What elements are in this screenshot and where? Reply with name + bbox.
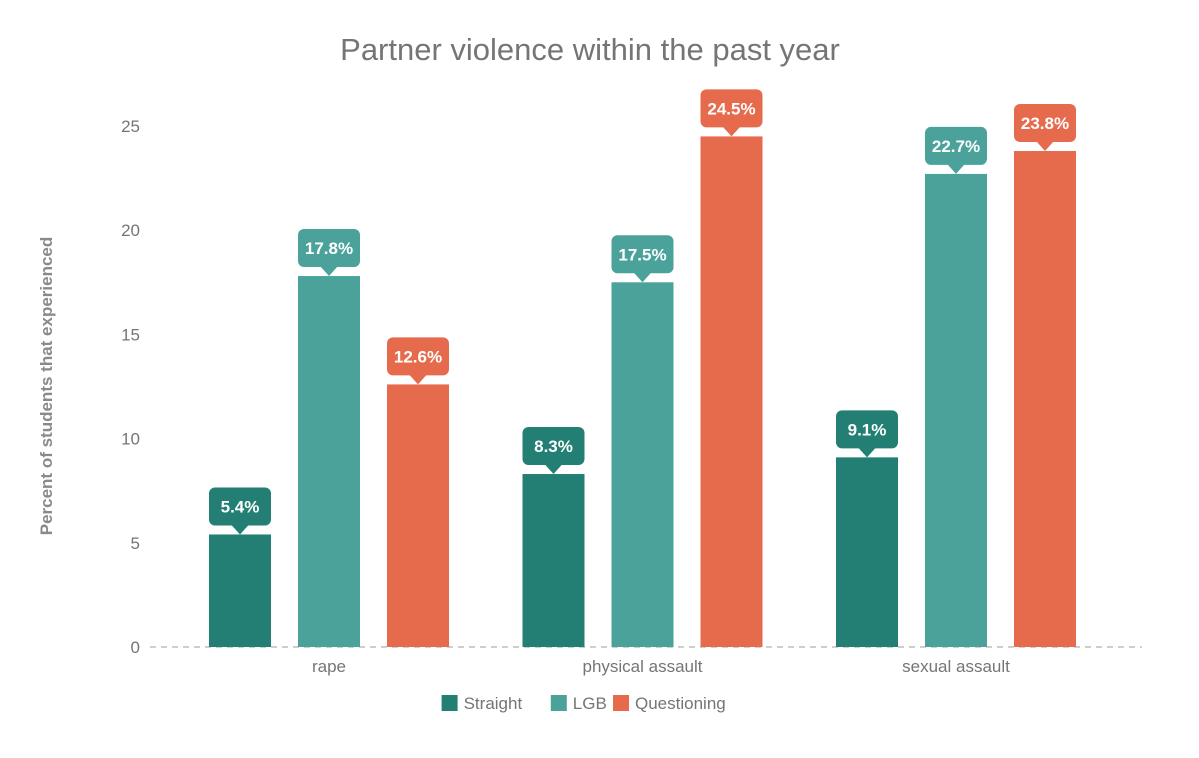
data-label-box bbox=[522, 427, 585, 466]
data-label-pointer bbox=[1036, 141, 1054, 152]
data-label-pointer bbox=[231, 524, 249, 535]
data-label-pointer bbox=[722, 126, 741, 137]
bar bbox=[1014, 151, 1076, 647]
data-label: 8.3% bbox=[534, 437, 573, 456]
bar bbox=[836, 457, 898, 647]
legend: Straight LGB Questioning bbox=[441, 694, 726, 713]
data-label: 17.8% bbox=[305, 239, 353, 258]
data-label-box bbox=[209, 487, 271, 526]
data-label-box bbox=[1014, 104, 1076, 143]
bar bbox=[700, 136, 763, 648]
y-tick-label: 10 bbox=[121, 430, 140, 449]
data-label: 22.7% bbox=[932, 137, 980, 156]
legend-swatch bbox=[441, 695, 458, 711]
y-axis-ticks: 0 5 10 15 20 25 bbox=[121, 117, 140, 657]
y-tick-label: 25 bbox=[121, 117, 140, 136]
legend-swatch bbox=[550, 695, 567, 711]
data-label-box bbox=[611, 235, 674, 274]
data-label-box bbox=[700, 89, 763, 128]
bar bbox=[522, 474, 585, 647]
data-label: 24.5% bbox=[707, 99, 755, 118]
data-label: 23.8% bbox=[1021, 114, 1069, 133]
data-label-pointer bbox=[858, 447, 876, 458]
y-axis-label: Percent of students that experienced bbox=[37, 237, 56, 536]
y-tick-label: 0 bbox=[131, 638, 140, 657]
chart-title: Partner violence within the past year bbox=[340, 32, 840, 67]
data-label-box bbox=[925, 126, 987, 165]
data-label: 12.6% bbox=[394, 347, 442, 366]
data-label-pointer bbox=[320, 266, 338, 277]
y-tick-label: 15 bbox=[121, 325, 140, 344]
bar bbox=[298, 276, 360, 647]
bar bbox=[387, 384, 449, 647]
bar bbox=[209, 534, 271, 647]
data-label-pointer bbox=[633, 272, 652, 283]
bar bbox=[611, 282, 674, 647]
data-label-pointer bbox=[544, 464, 563, 475]
y-tick-label: 5 bbox=[131, 534, 140, 553]
legend-label: Questioning bbox=[635, 694, 726, 713]
x-axis-ticks: rape physical assault sexual assault bbox=[312, 657, 1010, 676]
data-label-box bbox=[836, 410, 898, 449]
x-tick-label: rape bbox=[312, 657, 346, 676]
x-tick-label: physical assault bbox=[582, 657, 702, 676]
data-label-box bbox=[387, 337, 449, 376]
data-label-pointer bbox=[947, 163, 965, 174]
legend-label: Straight bbox=[464, 694, 523, 713]
legend-swatch bbox=[613, 695, 629, 711]
x-tick-label: sexual assault bbox=[902, 657, 1010, 676]
data-label-pointer bbox=[409, 374, 427, 385]
data-label: 9.1% bbox=[848, 420, 887, 439]
data-label: 5.4% bbox=[221, 497, 260, 516]
bar bbox=[925, 173, 987, 647]
bars-group: 5.4% 17.8% 12.6% 8.3% 17.5% 24.5% 9.1% 22.7% 23.… bbox=[209, 89, 1076, 648]
legend-label: LGB bbox=[573, 694, 607, 713]
data-label-box bbox=[298, 229, 360, 268]
data-label: 17.5% bbox=[618, 245, 666, 264]
y-tick-label: 20 bbox=[121, 221, 140, 240]
